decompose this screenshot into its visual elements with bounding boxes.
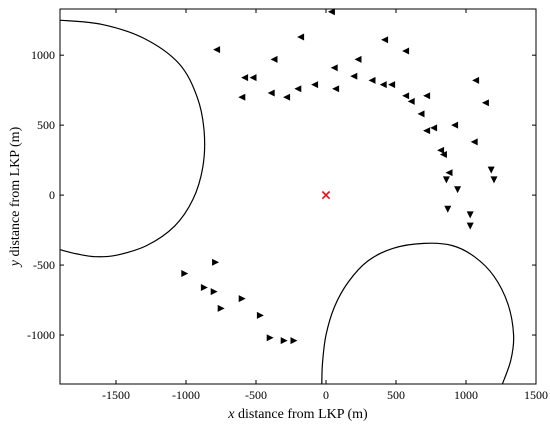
x-tick-label: 500: [387, 388, 405, 402]
x-ticks: -1500 -1000 -500 0 500 1000 1500: [102, 9, 548, 402]
marker-layer: [181, 8, 498, 345]
contour-bottom-right: [321, 242, 515, 385]
data-point: [466, 222, 474, 230]
data-point: [439, 151, 447, 158]
data-point: [423, 127, 431, 135]
x-tick-label: 1500: [524, 388, 548, 402]
x-tick-label: 1000: [454, 388, 478, 402]
data-point: [241, 74, 249, 82]
data-point: [238, 93, 246, 101]
data-point: [290, 337, 298, 345]
data-point: [451, 121, 459, 129]
y-axis-label: y distance from LKP (m): [8, 126, 23, 268]
data-point: [238, 295, 246, 303]
data-point: [430, 124, 438, 132]
x-tick-label: -500: [245, 388, 267, 402]
data-point: [442, 176, 450, 184]
y-tick-label: 500: [37, 118, 55, 132]
data-point: [327, 8, 335, 16]
data-point: [444, 205, 452, 213]
data-point: [368, 76, 376, 84]
data-point: [354, 55, 362, 63]
data-point: [437, 146, 445, 154]
x-tick-label: 0: [323, 388, 329, 402]
y-tick-label: 0: [49, 188, 55, 202]
data-point: [267, 89, 275, 97]
data-point: [217, 304, 225, 312]
y-tick-label: -1000: [27, 328, 55, 342]
y-tick-label: -500: [33, 258, 55, 272]
plot-frame: [59, 8, 537, 385]
x-tick-label: -1500: [102, 388, 130, 402]
data-point: [330, 64, 338, 72]
data-point: [294, 85, 302, 93]
y-tick-label: 1000: [31, 48, 55, 62]
data-point: [332, 85, 340, 93]
x-tick-label: -1000: [172, 388, 200, 402]
data-point: [445, 169, 453, 177]
data-point: [417, 110, 425, 118]
data-point: [470, 138, 478, 146]
data-point: [350, 72, 358, 80]
data-point: [487, 166, 495, 174]
data-point: [379, 81, 387, 89]
data-point: [381, 36, 389, 44]
data-point: [454, 186, 462, 194]
contour-layer: [59, 19, 515, 385]
data-point: [388, 81, 396, 89]
data-point: [256, 311, 264, 319]
data-point: [311, 81, 319, 89]
data-point: [266, 334, 274, 342]
data-point: [212, 258, 220, 266]
data-point: [249, 74, 257, 82]
data-point: [472, 76, 480, 84]
data-point: [407, 97, 415, 105]
x-axis-label: x distance from LKP (m): [227, 407, 368, 422]
y-ticks: -1000 -500 0 500 1000: [27, 48, 536, 342]
data-point: [490, 176, 498, 184]
data-point: [280, 337, 288, 345]
data-point: [481, 99, 489, 107]
data-point: [466, 211, 474, 219]
contour-left: [59, 19, 206, 258]
plot-background: [60, 9, 536, 384]
data-point: [297, 33, 305, 41]
lkp-marker: [321, 190, 331, 200]
data-point: [423, 92, 431, 100]
data-point: [200, 284, 208, 291]
data-point: [213, 46, 221, 54]
data-point: [283, 93, 291, 101]
data-point: [402, 47, 410, 55]
data-point: [210, 288, 218, 296]
lkp-cross-line: [321, 190, 331, 200]
data-point: [181, 270, 189, 277]
data-point: [270, 55, 278, 63]
data-point: [402, 92, 410, 100]
